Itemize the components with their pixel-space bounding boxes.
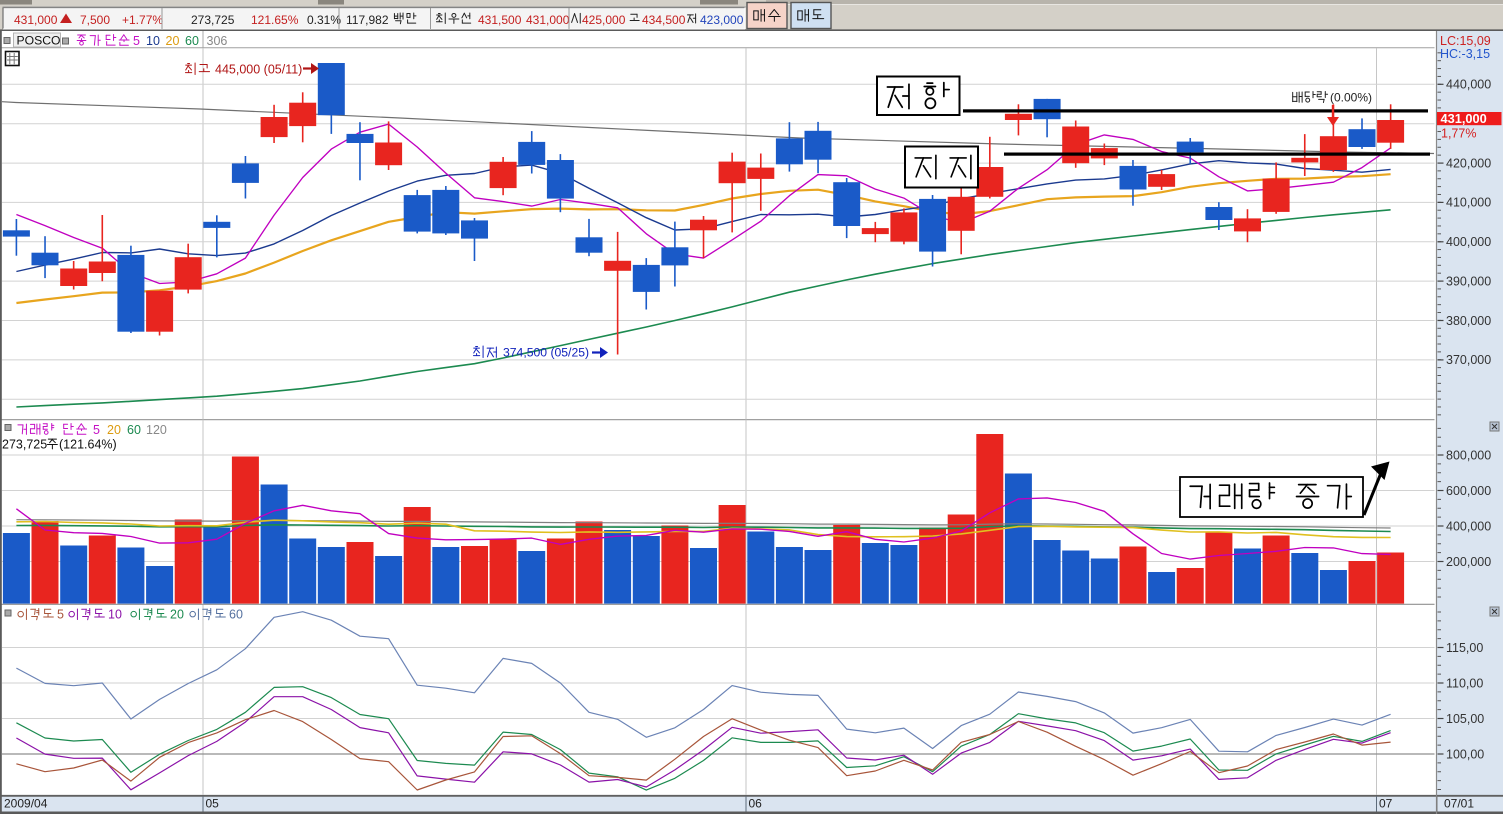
- svg-text:10: 10: [108, 608, 122, 622]
- svg-text:+1.77%: +1.77%: [122, 13, 163, 27]
- svg-text:431,000: 431,000: [14, 13, 58, 27]
- svg-text:410,000: 410,000: [1446, 196, 1491, 210]
- svg-text:434,500: 434,500: [642, 13, 686, 27]
- svg-text:120: 120: [146, 423, 167, 437]
- svg-text:60: 60: [185, 34, 199, 48]
- svg-text:LC:15,09: LC:15,09: [1440, 34, 1491, 48]
- svg-text:60: 60: [229, 608, 243, 622]
- svg-text:400,000: 400,000: [1446, 519, 1491, 533]
- svg-text:HC:-3,15: HC:-3,15: [1440, 47, 1490, 61]
- svg-text:117,982: 117,982: [346, 13, 389, 27]
- svg-text:20: 20: [107, 423, 121, 437]
- svg-text:110,00: 110,00: [1446, 676, 1483, 690]
- svg-text:423,000: 423,000: [700, 13, 744, 27]
- svg-text:20: 20: [170, 608, 184, 622]
- svg-text:07: 07: [1379, 797, 1393, 811]
- svg-text:121.65%: 121.65%: [251, 13, 299, 27]
- svg-text:390,000: 390,000: [1446, 274, 1491, 288]
- svg-text:374,500 (05/25): 374,500 (05/25): [503, 346, 589, 360]
- svg-text:400,000: 400,000: [1446, 235, 1491, 249]
- svg-text:431,000: 431,000: [1441, 111, 1487, 126]
- svg-text:115,00: 115,00: [1446, 641, 1483, 655]
- svg-text:425,000: 425,000: [582, 13, 626, 27]
- svg-text:306: 306: [207, 34, 228, 48]
- svg-text:200,000: 200,000: [1446, 555, 1491, 569]
- svg-text:7,500: 7,500: [80, 13, 110, 27]
- svg-text:380,000: 380,000: [1446, 314, 1491, 328]
- svg-text:05: 05: [206, 797, 220, 811]
- svg-text:600,000: 600,000: [1446, 484, 1491, 498]
- svg-text:431,500: 431,500: [478, 13, 522, 27]
- svg-text:5: 5: [93, 423, 100, 437]
- svg-text:5: 5: [133, 34, 140, 48]
- svg-text:POSCO: POSCO: [17, 34, 61, 48]
- svg-text:105,00: 105,00: [1446, 712, 1484, 726]
- svg-text:370,000: 370,000: [1446, 353, 1491, 367]
- svg-text:(121.64%): (121.64%): [59, 438, 117, 452]
- svg-text:1,77%: 1,77%: [1441, 127, 1476, 141]
- svg-text:273,725: 273,725: [2, 438, 47, 452]
- svg-text:(0.00%): (0.00%): [1330, 91, 1372, 105]
- svg-text:431,000: 431,000: [526, 13, 570, 27]
- svg-text:440,000: 440,000: [1446, 78, 1491, 92]
- svg-text:2009/04: 2009/04: [4, 797, 48, 811]
- svg-text:100,00: 100,00: [1446, 747, 1484, 761]
- svg-text:0.31%: 0.31%: [307, 13, 341, 27]
- svg-text:5: 5: [57, 608, 64, 622]
- svg-text:60: 60: [127, 423, 141, 437]
- svg-text:445,000 (05/11): 445,000 (05/11): [215, 63, 302, 77]
- svg-text:10: 10: [146, 34, 160, 48]
- svg-text:06: 06: [749, 797, 763, 811]
- svg-text:273,725: 273,725: [191, 13, 235, 27]
- svg-text:420,000: 420,000: [1446, 156, 1491, 170]
- svg-text:800,000: 800,000: [1446, 448, 1491, 462]
- svg-text:07/01: 07/01: [1444, 797, 1474, 811]
- svg-text:20: 20: [166, 34, 180, 48]
